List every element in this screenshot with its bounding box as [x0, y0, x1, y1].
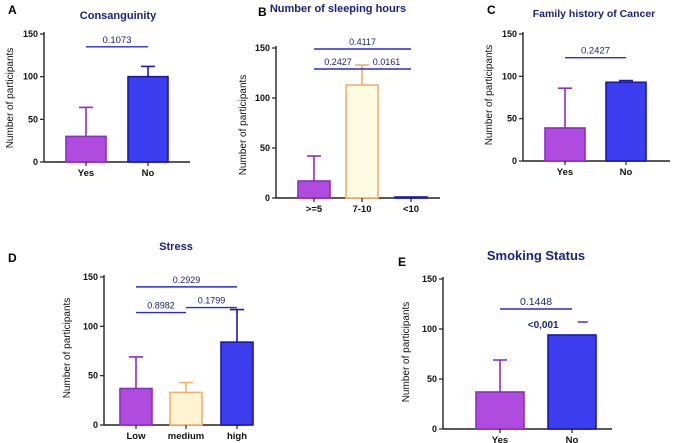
panel-a: A Consanguinity Number of participants 0 50 1…: [5, 3, 190, 179]
y-tick-label: 50: [507, 114, 517, 124]
p-value-label: 0.1448: [520, 296, 552, 308]
y-tick-label: 100: [255, 93, 270, 103]
bar-2: [547, 334, 597, 430]
panel-c: C Family history of Cancer Number of parti…: [484, 3, 670, 178]
chart-title: Smoking Status: [487, 248, 585, 263]
y-tick-label: 0: [512, 156, 517, 166]
y-tick-label: 50: [427, 374, 437, 384]
x-tick-label: Low: [127, 431, 147, 442]
bar-1: [119, 387, 153, 426]
x-tick-label: >=5: [306, 204, 323, 215]
bar-2: [169, 391, 203, 426]
chart-title: Number of sleeping hours: [270, 3, 406, 15]
y-axis-label: Number of participants: [401, 302, 412, 403]
bar-3: [220, 341, 254, 426]
y-axis-label: Number of participants: [62, 298, 73, 399]
y-tick-label: 100: [422, 324, 437, 334]
y-tick-label: 50: [88, 371, 98, 381]
y-tick-label: 100: [502, 71, 517, 81]
panel-letter: B: [258, 5, 267, 19]
p-value-label: 0.4117: [349, 37, 376, 47]
y-tick-label: 150: [422, 274, 437, 284]
p-value-label: 0.2427: [324, 57, 352, 67]
y-tick-label: 100: [83, 321, 98, 331]
p-value-label: 0.1073: [102, 35, 131, 46]
x-tick-label: Yes: [492, 435, 508, 443]
panel-letter: D: [8, 251, 17, 265]
y-tick-label: 150: [83, 272, 98, 282]
y-tick-label: 150: [502, 29, 517, 39]
panel-letter: C: [487, 3, 496, 17]
y-tick-label: 150: [23, 29, 38, 39]
x-tick-label: No: [620, 167, 633, 178]
panel-e: E Smoking Status Number of participants 0 50…: [398, 248, 612, 443]
bar-3: [394, 196, 428, 199]
panel-d: D Stress Number of participants 0 50 100 150 Lo…: [8, 241, 254, 442]
x-tick-label: <10: [403, 204, 419, 215]
chart-title: Stress: [159, 241, 193, 253]
y-tick-label: 150: [255, 43, 270, 53]
bar-1: [475, 391, 525, 430]
x-tick-label: Yes: [78, 168, 94, 179]
y-tick-label: 0: [432, 424, 437, 434]
x-tick-label: Yes: [557, 167, 573, 178]
y-tick-label: 0: [265, 193, 270, 203]
p-value-label: 0.1799: [198, 296, 226, 306]
p-value-label: 0.2929: [173, 275, 201, 285]
chart-title: Family history of Cancer: [533, 8, 656, 20]
bar-1: [65, 135, 107, 163]
y-tick-label: 50: [260, 143, 270, 153]
y-tick-label: 0: [33, 157, 38, 167]
y-axis-label: Number of participants: [238, 75, 249, 176]
x-tick-label: 7-10: [352, 204, 371, 215]
y-axis-label: Number of participants: [484, 45, 495, 146]
y-axis-label: Number of participants: [5, 48, 16, 149]
bar-2: [605, 81, 647, 162]
x-tick-label: No: [566, 435, 579, 443]
x-tick-label: No: [142, 168, 155, 179]
panel-letter: E: [398, 255, 406, 269]
p-value-label: 0.2427: [581, 46, 610, 57]
bar-1: [297, 180, 331, 199]
annotation-label: <0,001: [528, 320, 559, 331]
panel-letter: A: [8, 3, 17, 17]
bar-1: [544, 127, 586, 162]
y-tick-label: 0: [93, 420, 98, 430]
y-tick-label: 100: [23, 72, 38, 82]
bar-2: [127, 75, 169, 163]
chart-title: Consanguinity: [80, 10, 157, 22]
x-tick-label: medium: [168, 431, 204, 442]
y-tick-label: 50: [28, 114, 38, 124]
bar-2: [345, 84, 379, 199]
p-value-label: 0.8982: [147, 301, 175, 311]
panel-b: B Number of sleeping hours Number of parti…: [238, 3, 440, 215]
x-tick-label: high: [227, 431, 247, 442]
p-value-label: 0.0161: [373, 57, 401, 67]
